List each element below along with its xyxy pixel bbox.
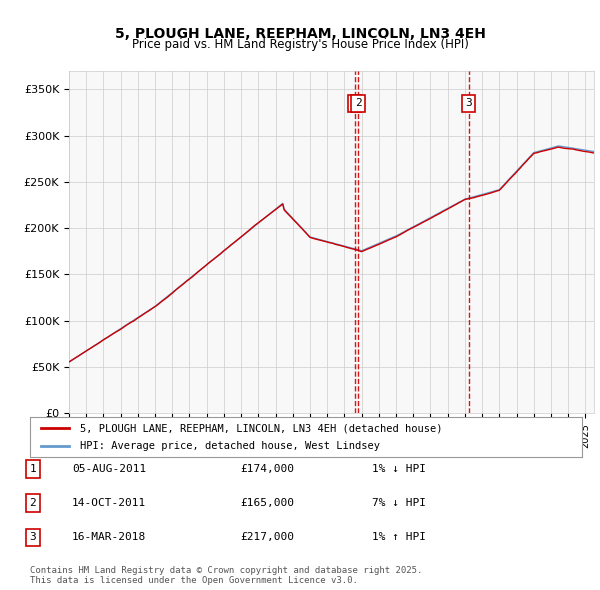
Text: £217,000: £217,000: [240, 533, 294, 542]
Text: 1: 1: [29, 464, 37, 474]
Text: 1: 1: [352, 98, 358, 108]
Text: 5, PLOUGH LANE, REEPHAM, LINCOLN, LN3 4EH (detached house): 5, PLOUGH LANE, REEPHAM, LINCOLN, LN3 4E…: [80, 424, 442, 434]
Text: £165,000: £165,000: [240, 499, 294, 508]
Text: Price paid vs. HM Land Registry's House Price Index (HPI): Price paid vs. HM Land Registry's House …: [131, 38, 469, 51]
Text: 3: 3: [29, 533, 37, 542]
Text: 7% ↓ HPI: 7% ↓ HPI: [372, 499, 426, 508]
Text: 14-OCT-2011: 14-OCT-2011: [72, 499, 146, 508]
Text: 1% ↑ HPI: 1% ↑ HPI: [372, 533, 426, 542]
Text: 05-AUG-2011: 05-AUG-2011: [72, 464, 146, 474]
Text: 2: 2: [29, 499, 37, 508]
Text: Contains HM Land Registry data © Crown copyright and database right 2025.
This d: Contains HM Land Registry data © Crown c…: [30, 566, 422, 585]
Text: 1% ↓ HPI: 1% ↓ HPI: [372, 464, 426, 474]
Text: 5, PLOUGH LANE, REEPHAM, LINCOLN, LN3 4EH: 5, PLOUGH LANE, REEPHAM, LINCOLN, LN3 4E…: [115, 27, 485, 41]
Text: HPI: Average price, detached house, West Lindsey: HPI: Average price, detached house, West…: [80, 441, 380, 451]
Text: 2: 2: [355, 98, 362, 108]
Text: 3: 3: [465, 98, 472, 108]
Text: £174,000: £174,000: [240, 464, 294, 474]
Text: 16-MAR-2018: 16-MAR-2018: [72, 533, 146, 542]
